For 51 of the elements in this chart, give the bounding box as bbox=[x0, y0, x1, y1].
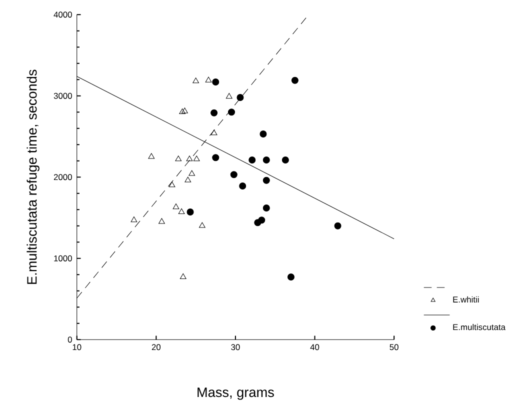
point bbox=[230, 171, 238, 178]
y-axis-title: E.multiscutata refuge time, seconds bbox=[26, 70, 40, 284]
point bbox=[184, 176, 192, 182]
x-tick-label: 10 bbox=[72, 344, 82, 350]
point bbox=[291, 77, 298, 84]
point bbox=[262, 156, 270, 164]
point bbox=[186, 156, 193, 162]
point bbox=[287, 274, 294, 281]
point bbox=[188, 170, 196, 176]
point bbox=[168, 182, 176, 188]
point bbox=[172, 204, 180, 210]
point bbox=[178, 208, 185, 214]
point bbox=[210, 130, 218, 136]
y-tick-label: 0 bbox=[68, 336, 72, 343]
point bbox=[248, 156, 256, 164]
point bbox=[212, 154, 220, 162]
point bbox=[228, 108, 236, 116]
point bbox=[258, 216, 266, 224]
point bbox=[282, 156, 289, 164]
point bbox=[148, 153, 155, 159]
point bbox=[226, 93, 232, 99]
x-tick-label: 40 bbox=[310, 344, 320, 350]
y-tick-label: 2000 bbox=[54, 174, 72, 180]
point bbox=[262, 204, 270, 212]
legend-label: E.multiscutata bbox=[453, 324, 506, 330]
point bbox=[192, 78, 200, 84]
point bbox=[210, 110, 218, 117]
y-tick-label: 1000 bbox=[54, 256, 72, 262]
x-tick-label: 20 bbox=[152, 344, 161, 350]
point bbox=[180, 274, 186, 280]
point bbox=[130, 216, 138, 222]
x-tick-label: 30 bbox=[231, 344, 240, 350]
point bbox=[186, 208, 194, 216]
point bbox=[205, 76, 212, 83]
point bbox=[334, 222, 342, 230]
point bbox=[236, 94, 244, 102]
x-axis-title: Mass, grams bbox=[198, 388, 274, 400]
point bbox=[179, 108, 186, 114]
y-tick-label: 4000 bbox=[54, 12, 72, 18]
y-tick-label: 3000 bbox=[54, 93, 72, 99]
point bbox=[212, 78, 220, 86]
point bbox=[262, 177, 270, 184]
point bbox=[260, 130, 267, 138]
point bbox=[182, 108, 188, 114]
x-tick-label: 50 bbox=[390, 344, 398, 350]
point bbox=[239, 182, 246, 190]
legend-label: E.whitii bbox=[453, 296, 479, 303]
point bbox=[193, 156, 200, 162]
point bbox=[175, 156, 182, 162]
point bbox=[198, 222, 206, 228]
point bbox=[158, 218, 165, 224]
